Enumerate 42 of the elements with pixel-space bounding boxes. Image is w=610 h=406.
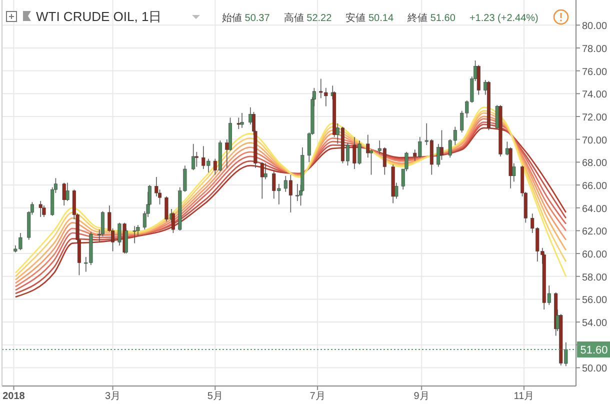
candlestick bbox=[260, 162, 264, 200]
annotation: +1.23 (+2.44%) bbox=[469, 13, 538, 24]
candlestick bbox=[42, 205, 46, 218]
x-tick-label: 5月 bbox=[207, 391, 223, 402]
x-tick-label: 7月 bbox=[310, 391, 326, 402]
y-tick-label: 80.00 bbox=[582, 21, 608, 32]
candlestick bbox=[194, 151, 198, 168]
candlestick bbox=[192, 143, 196, 171]
candlestick bbox=[132, 226, 136, 244]
x-tick-label: 2018 bbox=[2, 391, 26, 402]
text: WTI CRUDE OIL, 1日 bbox=[36, 9, 162, 24]
y-tick-label: 56.00 bbox=[582, 295, 608, 306]
y-tick-label: 58.00 bbox=[582, 272, 608, 284]
y-tick-label: 76.00 bbox=[582, 66, 608, 78]
candlestick bbox=[240, 112, 244, 128]
y-tick-label: 74.00 bbox=[582, 90, 608, 101]
annotation: 始値 50.37 bbox=[222, 12, 270, 24]
x-tick-label: 9月 bbox=[414, 391, 430, 402]
x-tick-label: 3月 bbox=[104, 391, 121, 402]
x-tick-label: 11月 bbox=[514, 391, 534, 402]
annotation: 高値 52.22 bbox=[284, 12, 332, 24]
y-tick-label: 50.00 bbox=[582, 364, 608, 375]
y-tick-label: 68.00 bbox=[582, 158, 608, 170]
y-tick-label: 72.00 bbox=[582, 112, 608, 124]
candlestick bbox=[62, 182, 66, 206]
annotation: 終値 51.60 bbox=[406, 12, 456, 24]
candlestick bbox=[66, 182, 70, 202]
y-tick-label: 64.00 bbox=[582, 204, 608, 215]
annotation: 安値 50.14 bbox=[346, 12, 394, 24]
y-tick-label: 60.00 bbox=[582, 250, 608, 261]
candlestick bbox=[476, 64, 480, 96]
candlestick bbox=[164, 196, 168, 222]
y-tick-label: 70.00 bbox=[582, 135, 608, 146]
candlestick bbox=[236, 117, 240, 130]
candlestick bbox=[264, 162, 268, 180]
y-tick-label: 78.00 bbox=[582, 44, 608, 55]
candlestick bbox=[296, 183, 300, 202]
ref-line-label: 51.60 bbox=[580, 344, 608, 356]
y-tick-label: 62.00 bbox=[582, 226, 608, 238]
y-tick-label: 54.00 bbox=[582, 318, 608, 330]
candlestick bbox=[38, 200, 42, 218]
y-tick-label: 66.00 bbox=[582, 181, 608, 192]
